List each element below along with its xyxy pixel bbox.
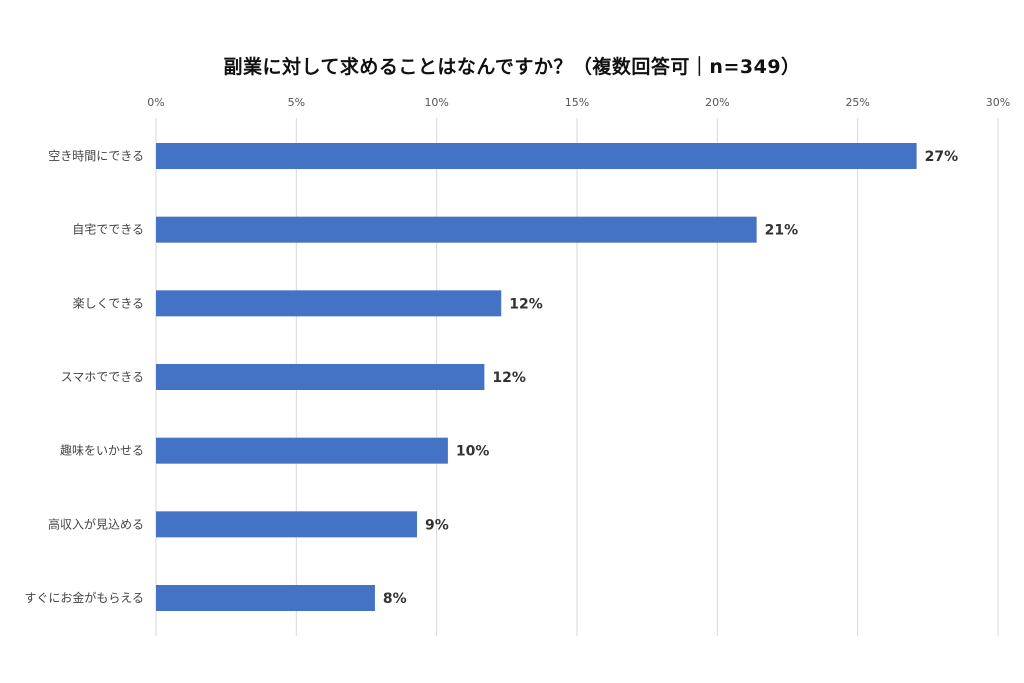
category-label: 自宅でできる [72, 222, 144, 237]
data-label: 12% [492, 370, 526, 386]
category-label: 楽しくできる [73, 296, 144, 310]
x-tick-label: 25% [845, 96, 869, 109]
data-label: 10% [456, 444, 490, 460]
x-tick-label: 30% [986, 96, 1010, 109]
x-tick-label: 10% [424, 96, 448, 109]
category-label: スマホでできる [61, 370, 144, 384]
y-axis-categories: 空き時間にできる自宅でできる楽しくできるスマホでできる趣味をいかせる高収入が見込… [24, 149, 144, 605]
data-label: 9% [425, 517, 449, 533]
bars [156, 143, 917, 611]
x-tick-label: 0% [147, 96, 164, 109]
category-label: 空き時間にできる [48, 149, 144, 163]
category-label: すぐにお金がもらえる [24, 590, 144, 605]
x-tick-label: 5% [288, 96, 305, 109]
bar [156, 364, 485, 390]
data-labels: 27% 21% 12% 12% 10% 9% 8% [383, 149, 958, 607]
data-label: 12% [509, 296, 543, 312]
data-label: 8% [383, 591, 407, 607]
x-tick-label: 15% [565, 96, 589, 109]
bar [156, 216, 757, 243]
bar [156, 437, 448, 464]
x-tick-label: 20% [705, 96, 729, 109]
bar [156, 511, 418, 538]
x-axis-ticks: 0% 5% 10% 15% 20% 25% 30% [147, 96, 1010, 109]
bar [156, 585, 375, 611]
data-label: 27% [925, 149, 959, 165]
category-label: 趣味をいかせる [60, 443, 144, 458]
bar [156, 290, 502, 317]
category-label: 高収入が見込める [48, 516, 144, 531]
bar [156, 143, 917, 169]
chart-title: 副業に対して求めることはなんですか？（複数回答可｜n=349） [223, 56, 801, 78]
data-label: 21% [765, 223, 799, 239]
